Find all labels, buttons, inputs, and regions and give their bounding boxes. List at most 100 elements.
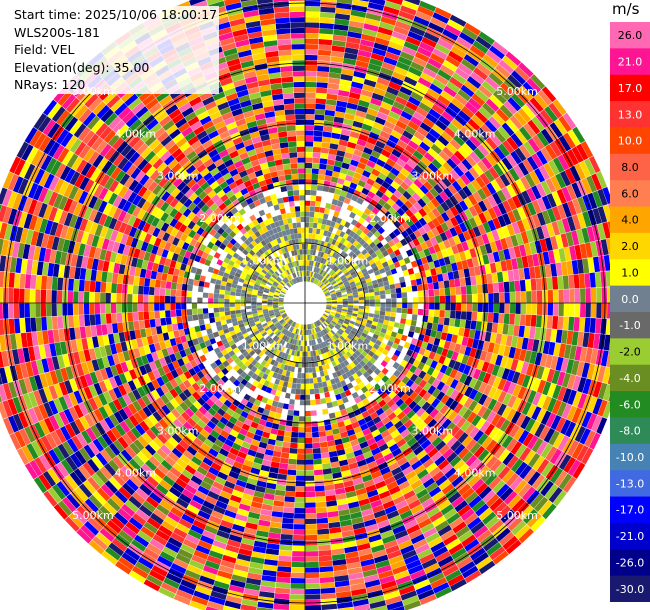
velocity-gate: [448, 50, 464, 63]
velocity-gate: [523, 267, 531, 280]
velocity-gate: [548, 160, 560, 176]
velocity-gate: [270, 516, 283, 523]
velocity-gate: [468, 205, 478, 217]
velocity-gate: [524, 350, 532, 363]
velocity-gate: [305, 6, 321, 12]
velocity-gate: [326, 298, 332, 301]
velocity-gate: [457, 146, 470, 159]
velocity-gate: [409, 223, 418, 233]
velocity-gate: [305, 421, 312, 427]
velocity-gate: [539, 425, 551, 441]
velocity-gate: [457, 188, 468, 200]
velocity-gate: [520, 291, 527, 303]
velocity-gate: [446, 158, 458, 170]
velocity-gate: [585, 303, 591, 318]
velocity-gate: [609, 343, 610, 351]
velocity-gate: [175, 296, 181, 303]
velocity-gate: [444, 310, 451, 318]
velocity-gate: [460, 286, 467, 295]
velocity-gate: [423, 290, 429, 297]
velocity-gate: [359, 239, 366, 246]
velocity-gate: [352, 0, 369, 8]
velocity-gate: [305, 567, 320, 573]
velocity-gate: [378, 154, 389, 163]
velocity-gate: [430, 53, 445, 65]
velocity-gate: [379, 332, 386, 338]
velocity-gate: [365, 73, 378, 83]
velocity-gate: [358, 308, 364, 313]
velocity-gate: [590, 303, 597, 318]
velocity-gate: [396, 185, 406, 195]
velocity-gate: [522, 81, 538, 97]
velocity-gate: [315, 399, 321, 405]
velocity-gate: [353, 70, 367, 79]
velocity-gate: [440, 64, 455, 77]
velocity-gate: [305, 200, 311, 206]
velocity-gate: [381, 125, 393, 135]
velocity-gate: [369, 0, 386, 6]
velocity-gate: [341, 68, 354, 76]
velocity-gate: [374, 330, 381, 336]
velocity-gate: [572, 126, 586, 144]
velocity-gate: [105, 303, 111, 314]
velocity-gate: [46, 316, 53, 331]
velocity-gate: [376, 111, 389, 121]
velocity-gate: [199, 324, 206, 331]
velocity-gate: [456, 130, 469, 143]
velocity-gate: [505, 357, 514, 370]
velocity-gate: [40, 303, 47, 317]
velocity-gate: [331, 298, 337, 301]
velocity-gate: [479, 350, 488, 361]
velocity-gate: [561, 218, 571, 233]
velocity-gate: [219, 307, 225, 312]
velocity-gate: [430, 236, 438, 246]
velocity-gate: [388, 321, 395, 327]
velocity-gate: [297, 443, 305, 449]
velocity-gate: [488, 166, 500, 180]
velocity-gate: [523, 450, 536, 465]
velocity-gate: [170, 310, 177, 318]
velocity-gate: [402, 297, 408, 303]
velocity-gate: [338, 195, 346, 203]
velocity-gate: [368, 211, 377, 219]
velocity-gate: [355, 341, 362, 347]
velocity-gate: [322, 185, 330, 192]
velocity-gate: [316, 517, 329, 524]
velocity-gate: [197, 297, 203, 303]
velocity-gate: [418, 226, 427, 236]
velocity-gate: [358, 44, 373, 53]
velocity-gate: [305, 168, 312, 174]
velocity-gate: [354, 322, 361, 327]
velocity-gate: [364, 299, 370, 303]
velocity-gate: [318, 275, 323, 281]
velocity-gate: [375, 190, 384, 198]
velocity-gate: [453, 192, 464, 203]
velocity-gate: [346, 312, 353, 316]
velocity-gate: [278, 555, 292, 562]
velocity-gate: [331, 280, 337, 286]
velocity-gate: [415, 81, 429, 93]
velocity-gate: [317, 251, 322, 257]
velocity-gate: [320, 224, 326, 230]
velocity-gate: [607, 373, 610, 385]
velocity-gate: [177, 322, 184, 330]
velocity-gate: [330, 204, 337, 211]
velocity-gate: [579, 160, 591, 178]
velocity-gate: [443, 340, 451, 350]
velocity-gate: [84, 314, 91, 327]
velocity-gate: [444, 366, 453, 377]
velocity-gate: [51, 290, 57, 303]
velocity-gate: [365, 113, 377, 122]
velocity-gate: [366, 281, 373, 287]
velocity-gate: [385, 298, 392, 303]
velocity-gate: [486, 182, 497, 195]
velocity-gate: [348, 251, 355, 258]
velocity-gate: [101, 324, 108, 336]
velocity-gate: [73, 279, 80, 292]
velocity-gate: [484, 351, 493, 363]
velocity-gate: [395, 198, 404, 208]
velocity-gate: [305, 211, 310, 217]
velocity-gate: [348, 278, 355, 284]
velocity-gate: [375, 299, 381, 303]
velocity-gate: [438, 241, 446, 251]
